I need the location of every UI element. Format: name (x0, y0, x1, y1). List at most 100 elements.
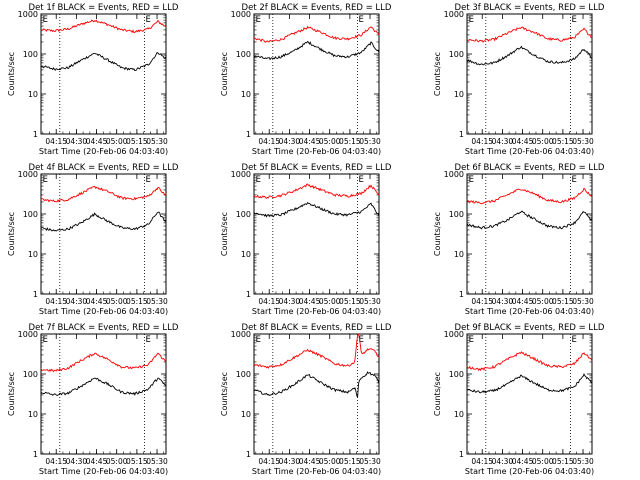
y-tick-label: 1000 (18, 10, 38, 19)
x-axis-label: Start Time (20-Feb-06 04:03:40) (252, 307, 381, 316)
panel-det-4: Det 4f BLACK = Events, RED = LLD 1 10 100 10… (7, 163, 179, 316)
panel-det-2: Det 2f BLACK = Events, RED = LLD 1 10 100 10… (220, 3, 392, 156)
x-tick-label: 05:15 (126, 457, 148, 466)
lld-series-line (253, 333, 380, 369)
y-tick-label: 1 (246, 130, 251, 139)
event-marker-label: E (43, 175, 48, 185)
y-axis-label: Counts/sec (7, 372, 16, 416)
event-marker-label: E (145, 335, 150, 345)
panel-det-5: Det 5f BLACK = Events, RED = LLD 1 10 100 10… (220, 163, 392, 316)
panel-det-1: Det 1f BLACK = Events, RED = LLD 1 10 100 10… (7, 3, 179, 156)
panel-det-3: Det 3f BLACK = Events, RED = LLD 1 10 100 10… (433, 3, 605, 156)
panel-title: Det 3f BLACK = Events, RED = LLD (455, 3, 605, 13)
y-tick-label: 100 (236, 370, 251, 379)
x-tick-label: 04:15 (45, 457, 67, 466)
x-axis-label: Start Time (20-Feb-06 04:03:40) (465, 147, 594, 156)
y-tick-label: 1 (459, 130, 464, 139)
x-tick-label: 05:30 (146, 137, 168, 146)
events-series-line (466, 373, 593, 394)
x-axis-label: Start Time (20-Feb-06 04:03:40) (252, 467, 381, 476)
event-marker-label: E (358, 335, 363, 345)
panel-title: Det 6f BLACK = Events, RED = LLD (455, 163, 605, 173)
y-tick-label: 1 (33, 450, 38, 459)
x-tick-label: 04:45 (299, 457, 321, 466)
x-tick-label: 05:15 (126, 297, 148, 306)
lld-series-line (466, 26, 593, 43)
event-marker-label: E (469, 175, 474, 185)
x-tick-label: 05:00 (319, 137, 341, 146)
x-axis-label: Start Time (20-Feb-06 04:03:40) (39, 147, 168, 156)
event-marker-label: E (469, 335, 474, 345)
panel-title: Det 7f BLACK = Events, RED = LLD (29, 323, 179, 333)
events-series-line (40, 377, 167, 397)
lld-series-line (40, 352, 167, 373)
x-axis-label: Start Time (20-Feb-06 04:03:40) (39, 467, 168, 476)
x-tick-label: 04:45 (512, 137, 534, 146)
y-tick-label: 1 (33, 290, 38, 299)
x-axis-label: Start Time (20-Feb-06 04:03:40) (39, 307, 168, 316)
y-tick-label: 10 (241, 410, 251, 419)
y-tick-label: 10 (454, 90, 464, 99)
x-tick-label: 04:30 (66, 137, 88, 146)
y-tick-label: 1000 (18, 170, 38, 179)
y-tick-label: 10 (454, 250, 464, 259)
event-marker-label: E (43, 335, 48, 345)
y-tick-label: 10 (241, 250, 251, 259)
lld-series-line (253, 25, 380, 43)
x-tick-label: 04:30 (279, 457, 301, 466)
event-marker-label: E (358, 15, 363, 25)
y-tick-label: 100 (23, 370, 38, 379)
x-axis-label: Start Time (20-Feb-06 04:03:40) (252, 147, 381, 156)
x-tick-label: 04:15 (258, 457, 280, 466)
panel-title: Det 2f BLACK = Events, RED = LLD (242, 3, 392, 13)
x-tick-label: 05:15 (339, 297, 361, 306)
y-axis-label: Counts/sec (220, 372, 229, 416)
y-tick-label: 1000 (444, 10, 464, 19)
x-tick-label: 05:30 (146, 457, 168, 466)
y-tick-label: 1000 (231, 170, 251, 179)
x-axis-label: Start Time (20-Feb-06 04:03:40) (465, 307, 594, 316)
x-tick-label: 05:30 (359, 297, 381, 306)
y-axis-label: Counts/sec (433, 52, 442, 96)
y-tick-label: 10 (28, 90, 38, 99)
events-series-line (253, 40, 380, 61)
x-tick-label: 04:30 (492, 137, 514, 146)
x-tick-label: 04:30 (66, 297, 88, 306)
event-marker-label: E (43, 15, 48, 25)
panel-title: Det 1f BLACK = Events, RED = LLD (29, 3, 179, 13)
y-tick-label: 10 (28, 250, 38, 259)
x-tick-label: 04:30 (66, 457, 88, 466)
event-marker-label: E (145, 15, 150, 25)
event-marker-label: E (571, 175, 576, 185)
event-marker-label: E (469, 15, 474, 25)
panel-title: Det 9f BLACK = Events, RED = LLD (455, 323, 605, 333)
panel-det-7: Det 7f BLACK = Events, RED = LLD 1 10 100 10… (7, 323, 179, 476)
y-tick-label: 100 (449, 210, 464, 219)
y-tick-label: 1 (246, 450, 251, 459)
x-tick-label: 04:45 (86, 457, 108, 466)
y-tick-label: 100 (236, 210, 251, 219)
y-axis-label: Counts/sec (7, 52, 16, 96)
y-tick-label: 1000 (444, 170, 464, 179)
event-marker-label: E (256, 175, 261, 185)
x-tick-label: 05:00 (319, 457, 341, 466)
x-tick-label: 04:45 (299, 137, 321, 146)
y-tick-label: 10 (454, 410, 464, 419)
y-tick-label: 1000 (18, 330, 38, 339)
events-series-line (466, 210, 593, 230)
y-tick-label: 1 (459, 450, 464, 459)
panel-det-9: Det 9f BLACK = Events, RED = LLD 1 10 100 10… (433, 323, 605, 476)
x-tick-label: 04:15 (258, 297, 280, 306)
x-tick-label: 05:00 (319, 297, 341, 306)
events-series-line (253, 371, 380, 398)
y-tick-label: 100 (449, 370, 464, 379)
x-tick-label: 04:15 (45, 297, 67, 306)
event-marker-label: E (256, 15, 261, 25)
lld-series-line (253, 183, 380, 200)
y-tick-label: 1000 (231, 10, 251, 19)
lld-series-line (466, 351, 593, 372)
x-tick-label: 04:15 (258, 137, 280, 146)
panel-det-8: Det 8f BLACK = Events, RED = LLD 1 10 100 10… (220, 323, 392, 476)
y-axis-label: Counts/sec (7, 212, 16, 256)
